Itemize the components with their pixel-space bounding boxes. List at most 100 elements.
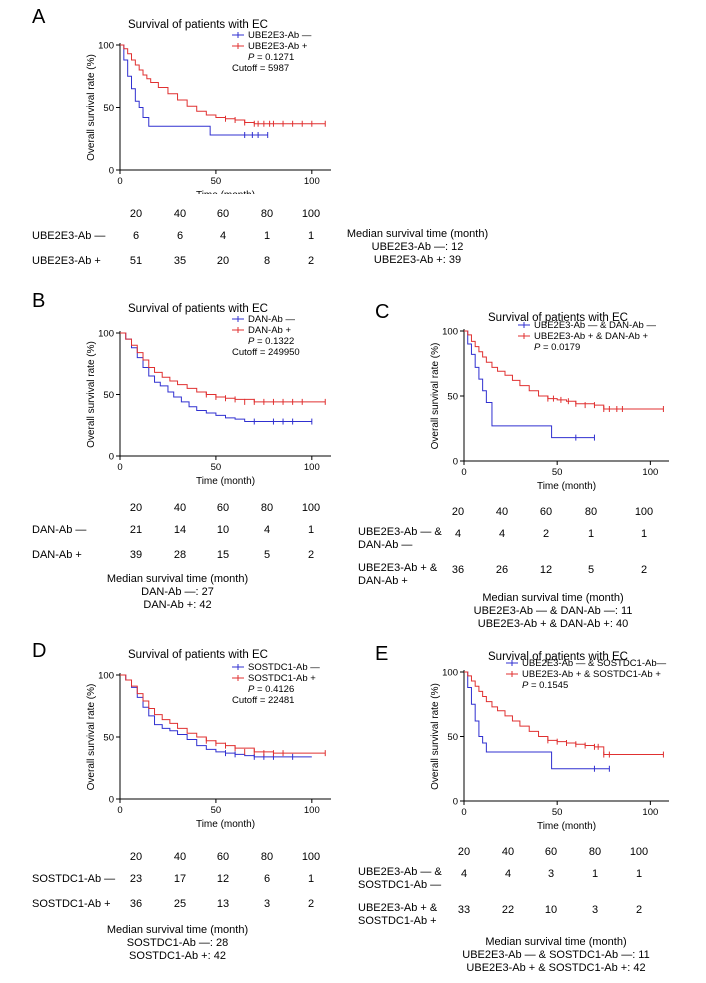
risk-cell: 4 bbox=[504, 868, 512, 880]
x-tick-label: 0 bbox=[117, 176, 122, 187]
x-tick-label: 100 bbox=[304, 805, 320, 816]
y-axis-label: Overall survival rate (%) bbox=[86, 684, 97, 791]
risk-table-b: 20 40 60 80 100 DAN-Ab — 21 14 10 4 1 DAN-Ab + 39 28 1… bbox=[32, 502, 332, 572]
risk-cell: 15 bbox=[216, 549, 230, 561]
risk-row-label: UBE2E3-Ab + & SOSTDC1-Ab + bbox=[358, 902, 438, 927]
x-tick-label: 100 bbox=[304, 176, 320, 187]
risk-time-header: 20 bbox=[457, 846, 471, 858]
legend-entry: UBE2E3-Ab — & SOSTDC1-Ab— bbox=[522, 658, 667, 669]
legend-entry: UBE2E3-Ab + & DAN-Ab + bbox=[534, 331, 649, 342]
risk-row-label: DAN-Ab — bbox=[32, 524, 87, 536]
y-tick-label: 50 bbox=[447, 732, 458, 743]
risk-cell: 1 bbox=[591, 868, 599, 880]
x-tick-label: 100 bbox=[304, 462, 320, 473]
median-title: Median survival time (month) bbox=[106, 573, 249, 585]
risk-cell: 22 bbox=[501, 904, 515, 916]
y-tick-label: 0 bbox=[109, 795, 114, 806]
x-tick-label: 0 bbox=[117, 805, 122, 816]
risk-time-header: 60 bbox=[216, 851, 230, 863]
risk-cell: 25 bbox=[173, 898, 187, 910]
risk-time-header: 20 bbox=[451, 506, 465, 518]
risk-time-header: 40 bbox=[173, 208, 187, 220]
median-line: SOSTDC1-Ab —: 28 bbox=[126, 937, 229, 949]
median-survival-b: Median survival time (month) DAN-Ab —: 27… bbox=[90, 573, 265, 612]
y-tick-label: 50 bbox=[447, 392, 458, 403]
survival-curve-neg bbox=[120, 332, 312, 423]
risk-cell: 6 bbox=[263, 873, 271, 885]
risk-cell: 35 bbox=[173, 255, 187, 267]
risk-time-header: 20 bbox=[129, 502, 143, 514]
risk-cell: 12 bbox=[216, 873, 230, 885]
cutoff-label: Cutoff = 22481 bbox=[232, 695, 294, 706]
risk-row-label: SOSTDC1-Ab — bbox=[32, 873, 116, 885]
x-tick-label: 50 bbox=[211, 462, 222, 473]
cutoff-label: Cutoff = 5987 bbox=[232, 63, 289, 74]
legend-entry: DAN-Ab + bbox=[248, 325, 291, 336]
p-value: P = 0.4126 bbox=[248, 684, 294, 695]
risk-time-header: 20 bbox=[129, 851, 143, 863]
survival-curve-neg bbox=[120, 44, 268, 136]
risk-cell: 1 bbox=[640, 528, 648, 540]
risk-time-header: 60 bbox=[216, 208, 230, 220]
risk-cell: 3 bbox=[591, 904, 599, 916]
risk-table-e: 20 40 60 80 100 UBE2E3-Ab — & SOSTDC1-Ab — 4 4 3… bbox=[358, 846, 698, 946]
y-tick-label: 100 bbox=[442, 327, 458, 338]
median-line: UBE2E3-Ab — & DAN-Ab —: 11 bbox=[473, 605, 633, 617]
chart-title: Survival of patients with EC bbox=[128, 19, 268, 31]
y-tick-label: 50 bbox=[103, 733, 114, 744]
median-title: Median survival time (month) bbox=[106, 924, 249, 936]
risk-time-header: 40 bbox=[501, 846, 515, 858]
risk-row-label: UBE2E3-Ab + & DAN-Ab + bbox=[358, 562, 438, 587]
risk-time-header: 100 bbox=[301, 502, 321, 514]
risk-cell: 2 bbox=[307, 898, 315, 910]
risk-cell: 4 bbox=[454, 528, 462, 540]
risk-cell: 26 bbox=[495, 564, 509, 576]
median-line: UBE2E3-Ab +: 39 bbox=[373, 254, 462, 266]
risk-cell: 1 bbox=[587, 528, 595, 540]
risk-cell: 1 bbox=[263, 230, 271, 242]
risk-time-header: 80 bbox=[588, 846, 602, 858]
km-plot-b: Survival of patients with EC 0 50 100 0 50 100… bbox=[86, 303, 331, 487]
survival-curve-neg bbox=[464, 671, 610, 770]
risk-cell: 10 bbox=[544, 904, 558, 916]
legend-entry: DAN-Ab — bbox=[248, 314, 295, 325]
risk-cell: 21 bbox=[129, 524, 143, 536]
median-line: UBE2E3-Ab — & SOSTDC1-Ab —: 11 bbox=[462, 949, 650, 961]
risk-cell: 2 bbox=[542, 528, 550, 540]
y-tick-label: 0 bbox=[109, 452, 114, 463]
survival-curve-pos bbox=[120, 44, 326, 125]
risk-time-header: 100 bbox=[629, 846, 649, 858]
chart-title: Survival of patients with EC bbox=[488, 651, 628, 663]
risk-table-a: 20 40 60 80 100 UBE2E3-Ab — 6 6 4 1 1 UBE2E3-Ab + 51… bbox=[32, 208, 332, 278]
median-title: Median survival time (month) bbox=[482, 592, 624, 604]
risk-time-header: 100 bbox=[301, 851, 321, 863]
risk-time-header: 40 bbox=[173, 851, 187, 863]
survival-curve-pos bbox=[120, 674, 326, 754]
legend-entry: SOSTDC1-Ab — bbox=[248, 662, 320, 673]
risk-row-label: SOSTDC1-Ab + bbox=[32, 898, 111, 910]
y-axis-label: Overall survival rate (%) bbox=[430, 343, 441, 450]
x-tick-label: 50 bbox=[211, 805, 222, 816]
y-axis-label: Overall survival rate (%) bbox=[86, 341, 97, 448]
risk-cell: 39 bbox=[129, 549, 143, 561]
km-plot-c: Survival of patients with EC 0 50 100 0 50 100… bbox=[430, 312, 669, 492]
risk-cell: 10 bbox=[216, 524, 230, 536]
y-tick-label: 0 bbox=[109, 166, 114, 177]
median-title: Median survival time (month) bbox=[485, 936, 627, 948]
risk-cell: 23 bbox=[129, 873, 143, 885]
y-tick-label: 50 bbox=[103, 390, 114, 401]
p-value: P = 0.1545 bbox=[522, 680, 568, 691]
median-line: SOSTDC1-Ab +: 42 bbox=[129, 950, 226, 962]
risk-cell: 1 bbox=[635, 868, 643, 880]
survival-curve-neg bbox=[464, 330, 595, 439]
risk-row-label: DAN-Ab + bbox=[32, 549, 82, 561]
x-axis-label: Time (month) bbox=[196, 476, 255, 487]
risk-cell: 2 bbox=[307, 549, 315, 561]
risk-cell: 14 bbox=[173, 524, 187, 536]
risk-cell: 12 bbox=[539, 564, 553, 576]
x-axis-label: Time (month) bbox=[196, 819, 255, 830]
p-value: P = 0.0179 bbox=[534, 342, 580, 353]
risk-cell: 5 bbox=[263, 549, 271, 561]
risk-row-label: UBE2E3-Ab — bbox=[32, 230, 106, 242]
km-plot-e: Survival of patients with EC 0 50 100 0 50 100… bbox=[430, 651, 669, 832]
